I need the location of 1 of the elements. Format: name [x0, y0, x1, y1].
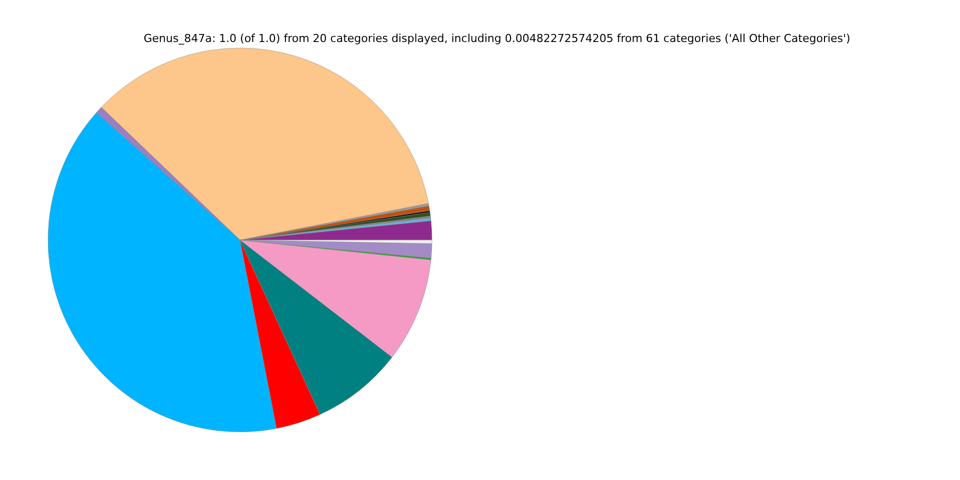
text: Genus_847a: 1.0 (of 1.0) from 20 categories displayed, including 0.00482272574205 from 61 categories ('All Other Categories') — [144, 32, 850, 45]
